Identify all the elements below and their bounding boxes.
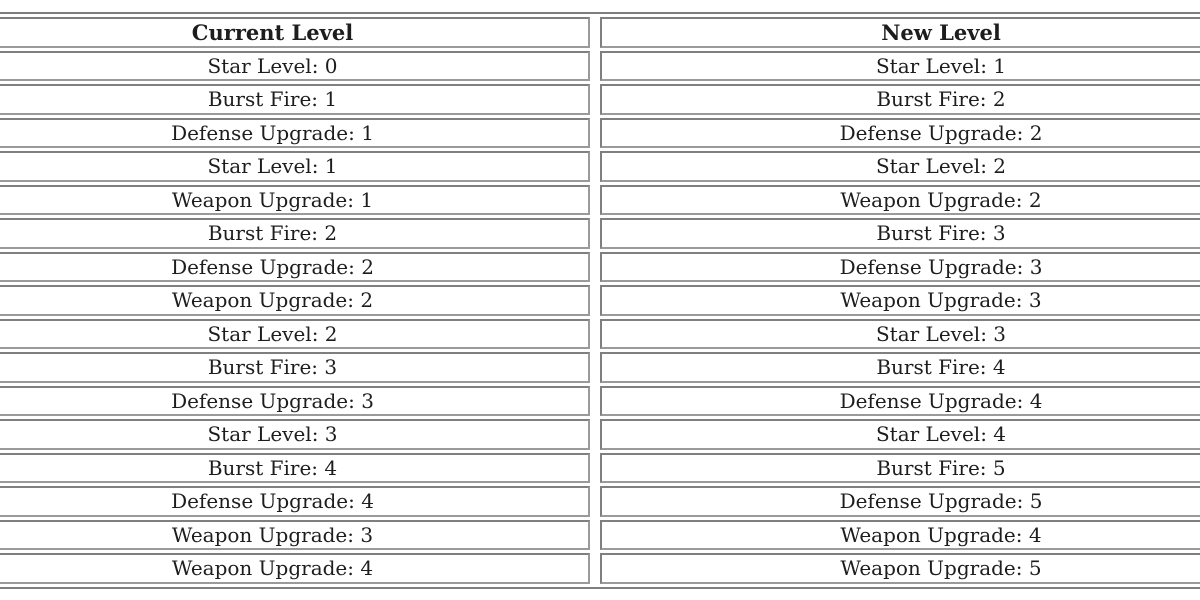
new-level-cell: Burst Fire: 3 — [600, 218, 1200, 249]
column-header-current-level: Current Level — [0, 17, 590, 48]
current-level-cell: Star Level: 3 — [0, 419, 590, 450]
table-row: Weapon Upgrade: 4 Weapon Upgrade: 5 — [0, 553, 1200, 584]
table-row: Weapon Upgrade: 2 Weapon Upgrade: 3 — [0, 285, 1200, 316]
table-row: Burst Fire: 1 Burst Fire: 2 — [0, 84, 1200, 115]
table-row: Burst Fire: 2 Burst Fire: 3 — [0, 218, 1200, 249]
current-level-cell: Burst Fire: 3 — [0, 352, 590, 383]
upgrade-comparison-table: Current Level New Level Star Level: 0 St… — [0, 12, 1200, 589]
table-header: Current Level New Level — [0, 17, 1200, 48]
table-row: Weapon Upgrade: 1 Weapon Upgrade: 2 — [0, 184, 1200, 215]
new-level-cell: Star Level: 2 — [600, 151, 1200, 182]
table-row: Defense Upgrade: 1 Defense Upgrade: 2 — [0, 117, 1200, 148]
current-level-cell: Defense Upgrade: 3 — [0, 385, 590, 416]
table-row: Burst Fire: 4 Burst Fire: 5 — [0, 452, 1200, 483]
new-level-cell: Weapon Upgrade: 5 — [600, 553, 1200, 584]
table-row: Star Level: 0 Star Level: 1 — [0, 50, 1200, 81]
current-level-cell: Star Level: 2 — [0, 318, 590, 349]
table-row: Star Level: 3 Star Level: 4 — [0, 419, 1200, 450]
new-level-cell: Star Level: 1 — [600, 50, 1200, 81]
current-level-cell: Star Level: 0 — [0, 50, 590, 81]
new-level-cell: Burst Fire: 5 — [600, 452, 1200, 483]
new-level-cell: Burst Fire: 2 — [600, 84, 1200, 115]
current-level-cell: Defense Upgrade: 4 — [0, 486, 590, 517]
table-row: Weapon Upgrade: 3 Weapon Upgrade: 4 — [0, 519, 1200, 550]
current-level-cell: Burst Fire: 4 — [0, 452, 590, 483]
current-level-cell: Star Level: 1 — [0, 151, 590, 182]
current-level-cell: Burst Fire: 2 — [0, 218, 590, 249]
new-level-cell: Star Level: 3 — [600, 318, 1200, 349]
new-level-cell: Weapon Upgrade: 3 — [600, 285, 1200, 316]
current-level-cell: Defense Upgrade: 2 — [0, 251, 590, 282]
current-level-cell: Weapon Upgrade: 4 — [0, 553, 590, 584]
current-level-cell: Weapon Upgrade: 2 — [0, 285, 590, 316]
new-level-cell: Star Level: 4 — [600, 419, 1200, 450]
new-level-cell: Weapon Upgrade: 2 — [600, 184, 1200, 215]
table-row: Defense Upgrade: 3 Defense Upgrade: 4 — [0, 385, 1200, 416]
current-level-cell: Weapon Upgrade: 3 — [0, 519, 590, 550]
new-level-cell: Defense Upgrade: 3 — [600, 251, 1200, 282]
table-row: Defense Upgrade: 4 Defense Upgrade: 5 — [0, 486, 1200, 517]
current-level-cell: Weapon Upgrade: 1 — [0, 184, 590, 215]
new-level-cell: Weapon Upgrade: 4 — [600, 519, 1200, 550]
table-body: Star Level: 0 Star Level: 1 Burst Fire: … — [0, 50, 1200, 584]
new-level-cell: Defense Upgrade: 4 — [600, 385, 1200, 416]
new-level-cell: Defense Upgrade: 5 — [600, 486, 1200, 517]
table-row: Defense Upgrade: 2 Defense Upgrade: 3 — [0, 251, 1200, 282]
current-level-cell: Defense Upgrade: 1 — [0, 117, 590, 148]
column-header-new-level: New Level — [600, 17, 1200, 48]
new-level-cell: Defense Upgrade: 2 — [600, 117, 1200, 148]
table-row: Star Level: 1 Star Level: 2 — [0, 151, 1200, 182]
table-row: Burst Fire: 3 Burst Fire: 4 — [0, 352, 1200, 383]
table-row: Star Level: 2 Star Level: 3 — [0, 318, 1200, 349]
header-row: Current Level New Level — [0, 17, 1200, 48]
new-level-cell: Burst Fire: 4 — [600, 352, 1200, 383]
current-level-cell: Burst Fire: 1 — [0, 84, 590, 115]
